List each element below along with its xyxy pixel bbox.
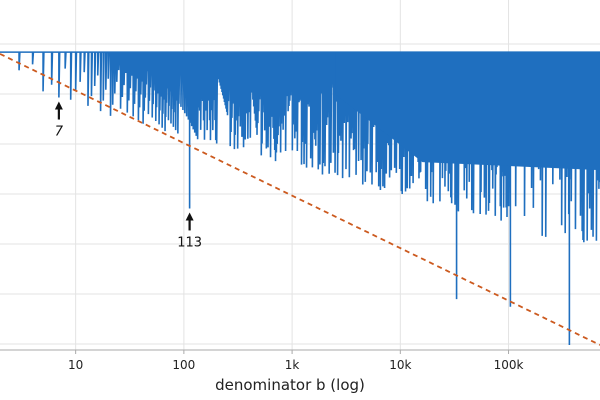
- series-layer: [0, 51, 600, 345]
- x-tick-label: 100k: [494, 358, 524, 372]
- x-tick-label: 10: [68, 358, 83, 372]
- annotation-label-7: 7: [55, 125, 64, 140]
- annotations: 7 113: [54, 101, 202, 250]
- x-tick-label: 100: [172, 358, 195, 372]
- annotation-arrow-head: [185, 212, 194, 221]
- x-tick-label: 1k: [285, 358, 300, 372]
- series-dense-band: [335, 52, 600, 171]
- annotation-label-113: 113: [177, 235, 202, 250]
- annotation-arrow-head: [54, 101, 63, 110]
- x-tick-label: 10k: [389, 358, 411, 372]
- x-ticks: 10 100 1k 10k 100k: [68, 350, 524, 372]
- x-axis-title: denominator b (log): [215, 376, 365, 394]
- trend-line-dashed: [0, 53, 600, 346]
